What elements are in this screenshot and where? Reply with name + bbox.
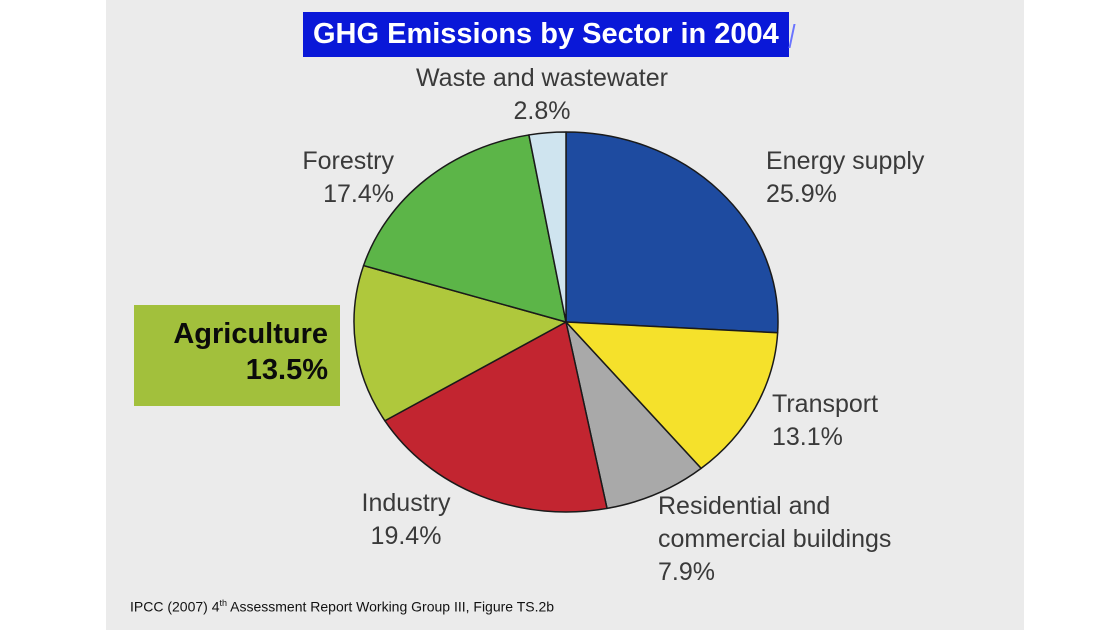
slice-label-waste-name: Waste and wastewater bbox=[416, 64, 668, 92]
pie-slice-forestry bbox=[362, 134, 567, 323]
slice-label-residential: Residential and commercial buildings 7.9… bbox=[658, 490, 891, 589]
source-citation: IPCC (2007) 4th Assessment Report Workin… bbox=[130, 598, 554, 615]
slice-label-transport: Transport 13.1% bbox=[772, 388, 878, 454]
chart-title: GHG Emissions by Sector in 2004 bbox=[303, 12, 789, 57]
slice-label-energy-value: 25.9% bbox=[766, 180, 837, 208]
slice-label-residential-line1: Residential and bbox=[658, 492, 831, 520]
slice-label-waste: Waste and wastewater 2.8% bbox=[362, 62, 722, 128]
pie-slice-energy bbox=[565, 131, 779, 334]
slice-label-residential-value: 7.9% bbox=[658, 558, 715, 586]
pie-slice-agriculture bbox=[353, 264, 567, 422]
slice-label-forestry-value: 17.4% bbox=[323, 180, 394, 208]
pie-slice-industry bbox=[384, 321, 608, 513]
source-superscript: th bbox=[219, 598, 227, 608]
pie-slice-residential bbox=[565, 321, 702, 510]
pie-slice-waste bbox=[528, 131, 567, 323]
agriculture-label: Agriculture bbox=[173, 318, 328, 350]
source-suffix: Assessment Report Working Group III, Fig… bbox=[227, 598, 555, 615]
slice-label-residential-line2: commercial buildings bbox=[658, 525, 892, 553]
slice-label-industry-name: Industry bbox=[361, 489, 451, 517]
slice-label-energy: Energy supply 25.9% bbox=[766, 145, 924, 211]
slice-label-industry-value: 19.4% bbox=[370, 522, 442, 550]
slice-label-industry: Industry 19.4% bbox=[336, 487, 476, 553]
slice-label-transport-value: 13.1% bbox=[772, 423, 843, 451]
agriculture-value: 13.5% bbox=[245, 354, 328, 386]
pie-slice-transport bbox=[565, 321, 779, 470]
agriculture-highlight-box: Agriculture 13.5% bbox=[134, 305, 340, 406]
slice-label-transport-name: Transport bbox=[772, 390, 879, 418]
slice-label-forestry: Forestry 17.4% bbox=[200, 145, 394, 211]
slice-label-waste-value: 2.8% bbox=[513, 97, 571, 125]
slice-label-forestry-name: Forestry bbox=[302, 147, 394, 175]
source-prefix: IPCC (2007) 4 bbox=[130, 598, 220, 615]
slice-label-energy-name: Energy supply bbox=[766, 147, 925, 175]
